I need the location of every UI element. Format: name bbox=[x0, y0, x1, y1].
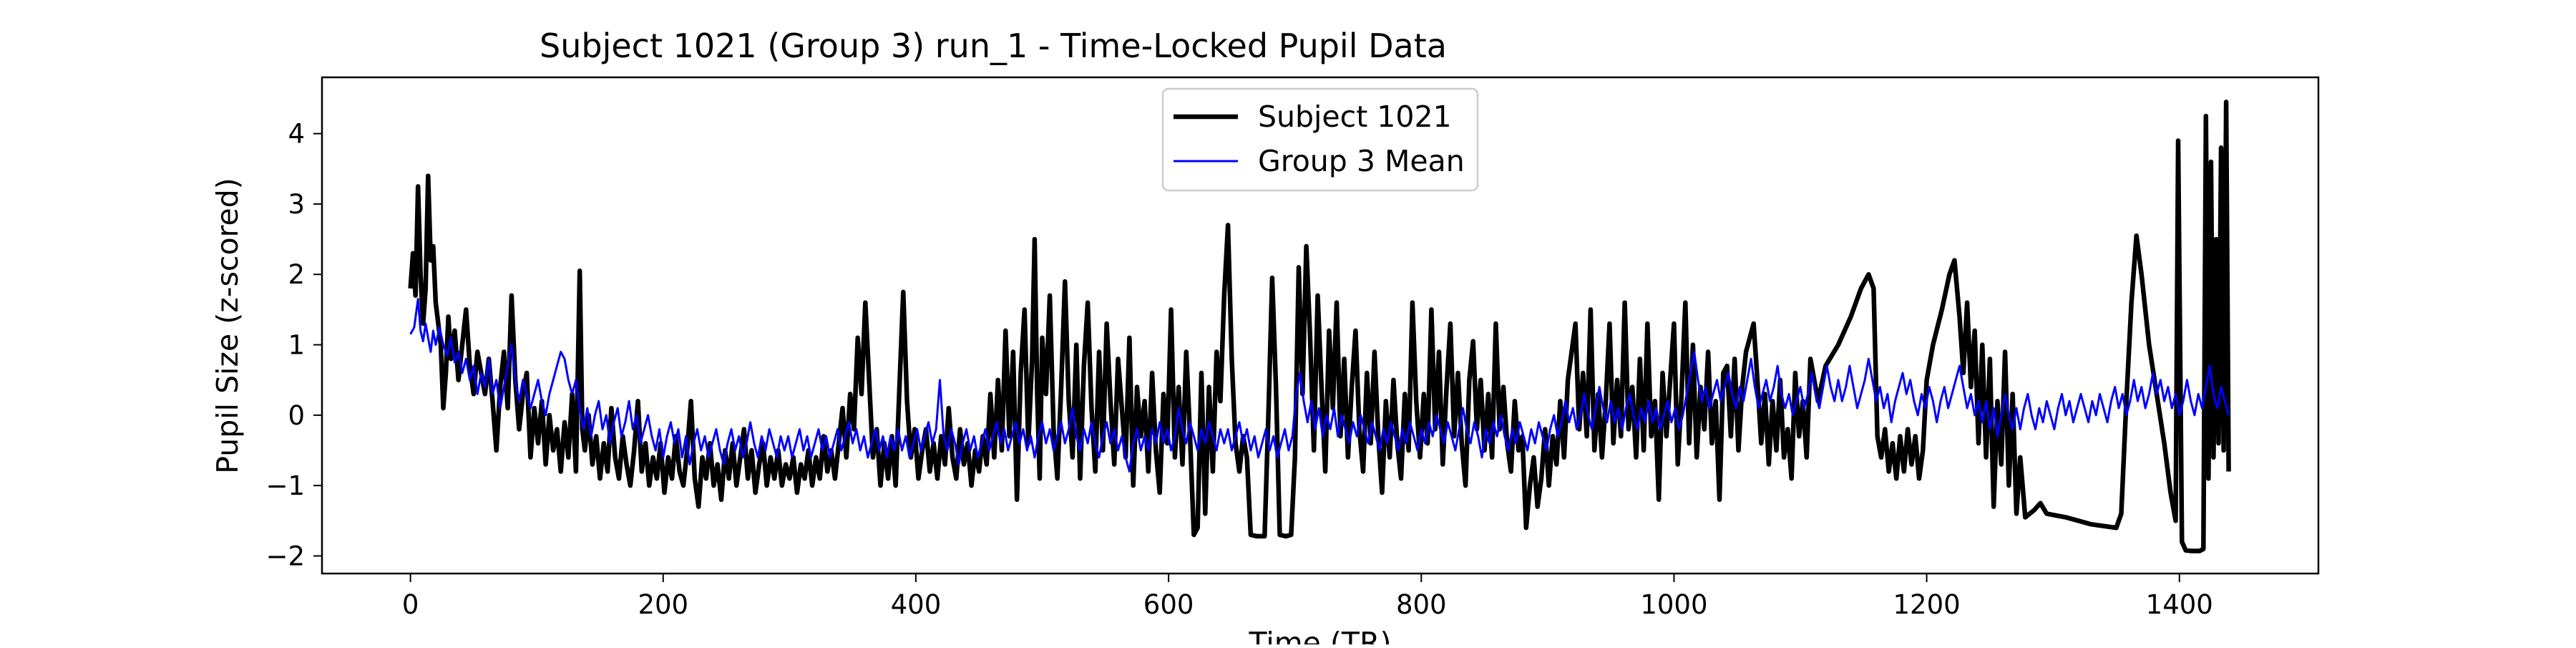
x-tick-label: 1400 bbox=[2146, 589, 2213, 620]
y-tick-label: −1 bbox=[265, 470, 305, 501]
y-tick-label: 3 bbox=[288, 189, 305, 220]
x-tick-label: 1000 bbox=[1640, 589, 1707, 620]
legend-box bbox=[1161, 87, 1479, 192]
x-tick-label: 0 bbox=[402, 589, 419, 620]
x-axis: 0 200 400 600 800 1000 1200 1400 bbox=[402, 574, 2213, 620]
series-line-group-mean bbox=[409, 298, 2230, 473]
x-tick-label: 200 bbox=[638, 589, 688, 620]
legend-label-group-mean: Group 3 Mean bbox=[1258, 144, 1465, 178]
y-tick-label: 1 bbox=[288, 330, 305, 361]
y-tick-label: 2 bbox=[288, 259, 305, 290]
y-axis: −2 −1 0 1 2 3 4 bbox=[265, 119, 322, 571]
legend-label-subject: Subject 1021 bbox=[1258, 100, 1452, 134]
plot-area bbox=[321, 76, 2320, 575]
series-layer bbox=[408, 100, 2231, 553]
chart-title: Subject 1021 (Group 3) run_1 - Time-Lock… bbox=[540, 26, 1447, 65]
legend: Subject 1021 Group 3 Mean bbox=[1161, 87, 1479, 192]
x-tick-label: 400 bbox=[891, 589, 942, 620]
series-line-subject bbox=[408, 100, 2231, 553]
y-tick-label: 4 bbox=[288, 119, 305, 150]
x-tick-label: 800 bbox=[1396, 589, 1447, 620]
plot-frame bbox=[321, 76, 2320, 575]
y-axis-label: Pupil Size (z-scored) bbox=[210, 178, 245, 474]
y-tick-label: 0 bbox=[288, 400, 305, 431]
x-tick-label: 1200 bbox=[1893, 589, 1961, 620]
y-tick-label: −2 bbox=[265, 541, 305, 571]
x-tick-label: 600 bbox=[1143, 589, 1194, 620]
x-axis-label: Time (TR) bbox=[1249, 626, 1392, 644]
